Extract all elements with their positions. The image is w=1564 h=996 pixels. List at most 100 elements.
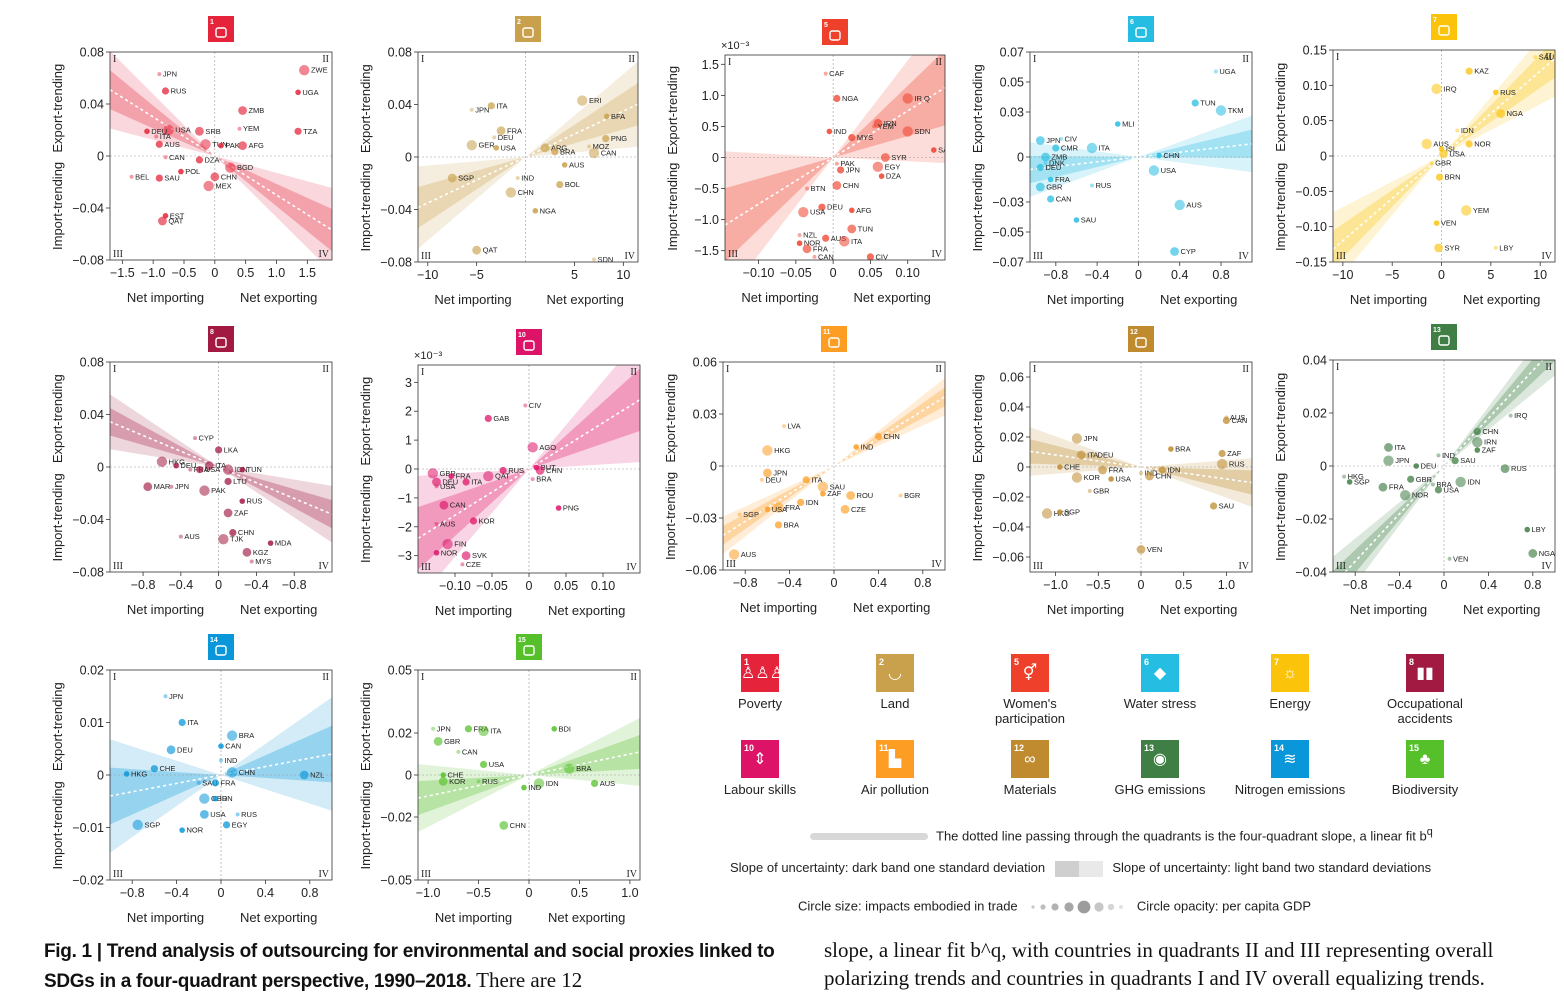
x-tick-label: −1.0 — [141, 266, 166, 280]
legend-item-sdg15: 15 ♣ Biodiversity — [1365, 740, 1485, 797]
point-label: ITA — [490, 726, 501, 735]
y-tick-label: 2 — [405, 405, 412, 419]
point-label: IND — [225, 756, 239, 765]
y-tick-label: −0.08 — [72, 254, 104, 268]
y-tick-label: 0 — [97, 150, 104, 164]
data-point-tun — [200, 139, 211, 150]
band-light-text: Slope of uncertainty: light band two sta… — [1112, 860, 1432, 875]
data-point-cyp — [1170, 247, 1179, 256]
point-label: YEM — [1473, 206, 1489, 215]
fit-line-text: The dotted line passing through the quad… — [936, 828, 1427, 844]
data-point-irn — [873, 118, 883, 128]
quadrant-label: II — [322, 54, 329, 65]
data-point-deu — [492, 135, 497, 140]
x-tick-label: 0.8 — [301, 886, 318, 900]
point-label: MYS — [857, 133, 873, 142]
data-point-kgz — [242, 547, 252, 557]
point-label: HKG — [1348, 472, 1364, 481]
data-point-hkg — [762, 445, 773, 456]
point-label: SAU — [1219, 502, 1234, 511]
point-label: DEU — [442, 478, 458, 487]
legend-label: Water stress — [1123, 696, 1197, 711]
point-label: JPN — [169, 692, 183, 701]
sdg-number: 1 — [744, 657, 750, 667]
sdg-legend: 1 ♙♙♙ Poverty 2 ◡ Land 5 ⚥ Women's participation… — [700, 650, 1560, 930]
point-label: BUT — [541, 463, 556, 472]
quadrant-label: III — [1336, 251, 1346, 262]
point-label: GBR — [1435, 159, 1452, 168]
data-point-aus — [1421, 138, 1432, 150]
y-tick-label: 0.07 — [1000, 46, 1024, 60]
plot-area: CYPLKAHKGDEUITAFRAUSAIDNTUNMARJPNLTUPAKR… — [110, 362, 332, 586]
sdg-number: 12 — [1014, 743, 1025, 753]
point-label: BOL — [565, 180, 580, 189]
x-tick-label: −0.05 — [780, 266, 812, 280]
data-point-afg — [848, 207, 855, 214]
data-point-kaz — [1465, 67, 1473, 75]
data-point-can — [812, 254, 817, 259]
sdg7-icon: 7 ☼ — [1271, 654, 1309, 692]
x-tick-label: 1.5 — [299, 266, 316, 280]
point-label: ITA — [851, 237, 862, 246]
point-label: DNK — [1049, 159, 1065, 168]
data-point-dza — [878, 173, 885, 179]
data-point-nga — [121, 579, 128, 586]
point-label: YEM — [243, 124, 259, 133]
point-label: KAZ — [1474, 67, 1489, 76]
y-tick-label: −0.04 — [72, 513, 104, 527]
x-tick-label: −0.8 — [1343, 578, 1368, 592]
x-axis-right-label: Net exporting — [240, 290, 317, 305]
data-point-che — [1057, 464, 1063, 470]
point-label: NOR — [441, 548, 458, 557]
x-tick-label: −0.4 — [1085, 268, 1110, 282]
point-label: CAN — [462, 747, 478, 756]
x-tick-label: −0.8 — [282, 578, 307, 592]
data-point-ita — [1086, 142, 1098, 154]
point-label: CYP — [1180, 247, 1195, 256]
y-tick-label: −0.02 — [992, 491, 1024, 505]
sdg-glyph-shape — [828, 337, 840, 348]
y-tick-label: 0.08 — [80, 356, 104, 370]
point-label: DEU — [151, 127, 167, 136]
point-label: RUS — [1500, 88, 1516, 97]
point-label: BRA — [576, 764, 591, 773]
point-label: SVK — [472, 551, 487, 560]
point-label: POL — [185, 167, 200, 176]
data-point-ind — [853, 444, 859, 450]
x-axis-right-label: Net exporting — [854, 290, 931, 305]
data-point-dnk — [1043, 161, 1048, 165]
point-label: DEU — [1421, 462, 1437, 471]
data-point-hkg — [1342, 474, 1347, 479]
quadrant-label: II — [322, 364, 329, 375]
x-tick-label: 0 — [526, 579, 533, 593]
data-point-chn — [1473, 427, 1481, 436]
y-tick-label: 0 — [405, 151, 412, 165]
point-label: AUS — [440, 519, 455, 528]
point-label: FRA — [785, 503, 800, 512]
point-label: CHN — [546, 466, 562, 475]
data-point-sgp — [132, 819, 143, 831]
point-label: IND — [521, 174, 535, 183]
y-tick-label: 0 — [1320, 460, 1327, 474]
quadrant-label: I — [113, 672, 116, 683]
x-tick-label: 0 — [215, 578, 222, 592]
y-tick-label: 0.05 — [1000, 76, 1024, 90]
data-point-rus — [1493, 89, 1499, 96]
data-point-sau — [155, 174, 163, 182]
data-point-egy — [222, 821, 231, 829]
x-tick-label: −0.4 — [1387, 578, 1412, 592]
fit-line — [110, 89, 332, 231]
y-tick-label: 0.10 — [1303, 79, 1327, 93]
data-point-usa — [434, 484, 439, 489]
data-point-ita — [487, 102, 495, 110]
point-label: MDA — [275, 539, 292, 548]
x-axis-right-label: Net exporting — [240, 602, 317, 617]
data-point-idn — [222, 464, 234, 475]
point-label: PAK — [225, 141, 239, 150]
x-tick-label: −0.4 — [169, 578, 194, 592]
y-tick-label: −0.03 — [992, 196, 1024, 210]
point-label: CHN — [510, 821, 526, 830]
x-tick-label: 0.8 — [914, 576, 931, 590]
legend-label: Materials — [1003, 782, 1057, 797]
